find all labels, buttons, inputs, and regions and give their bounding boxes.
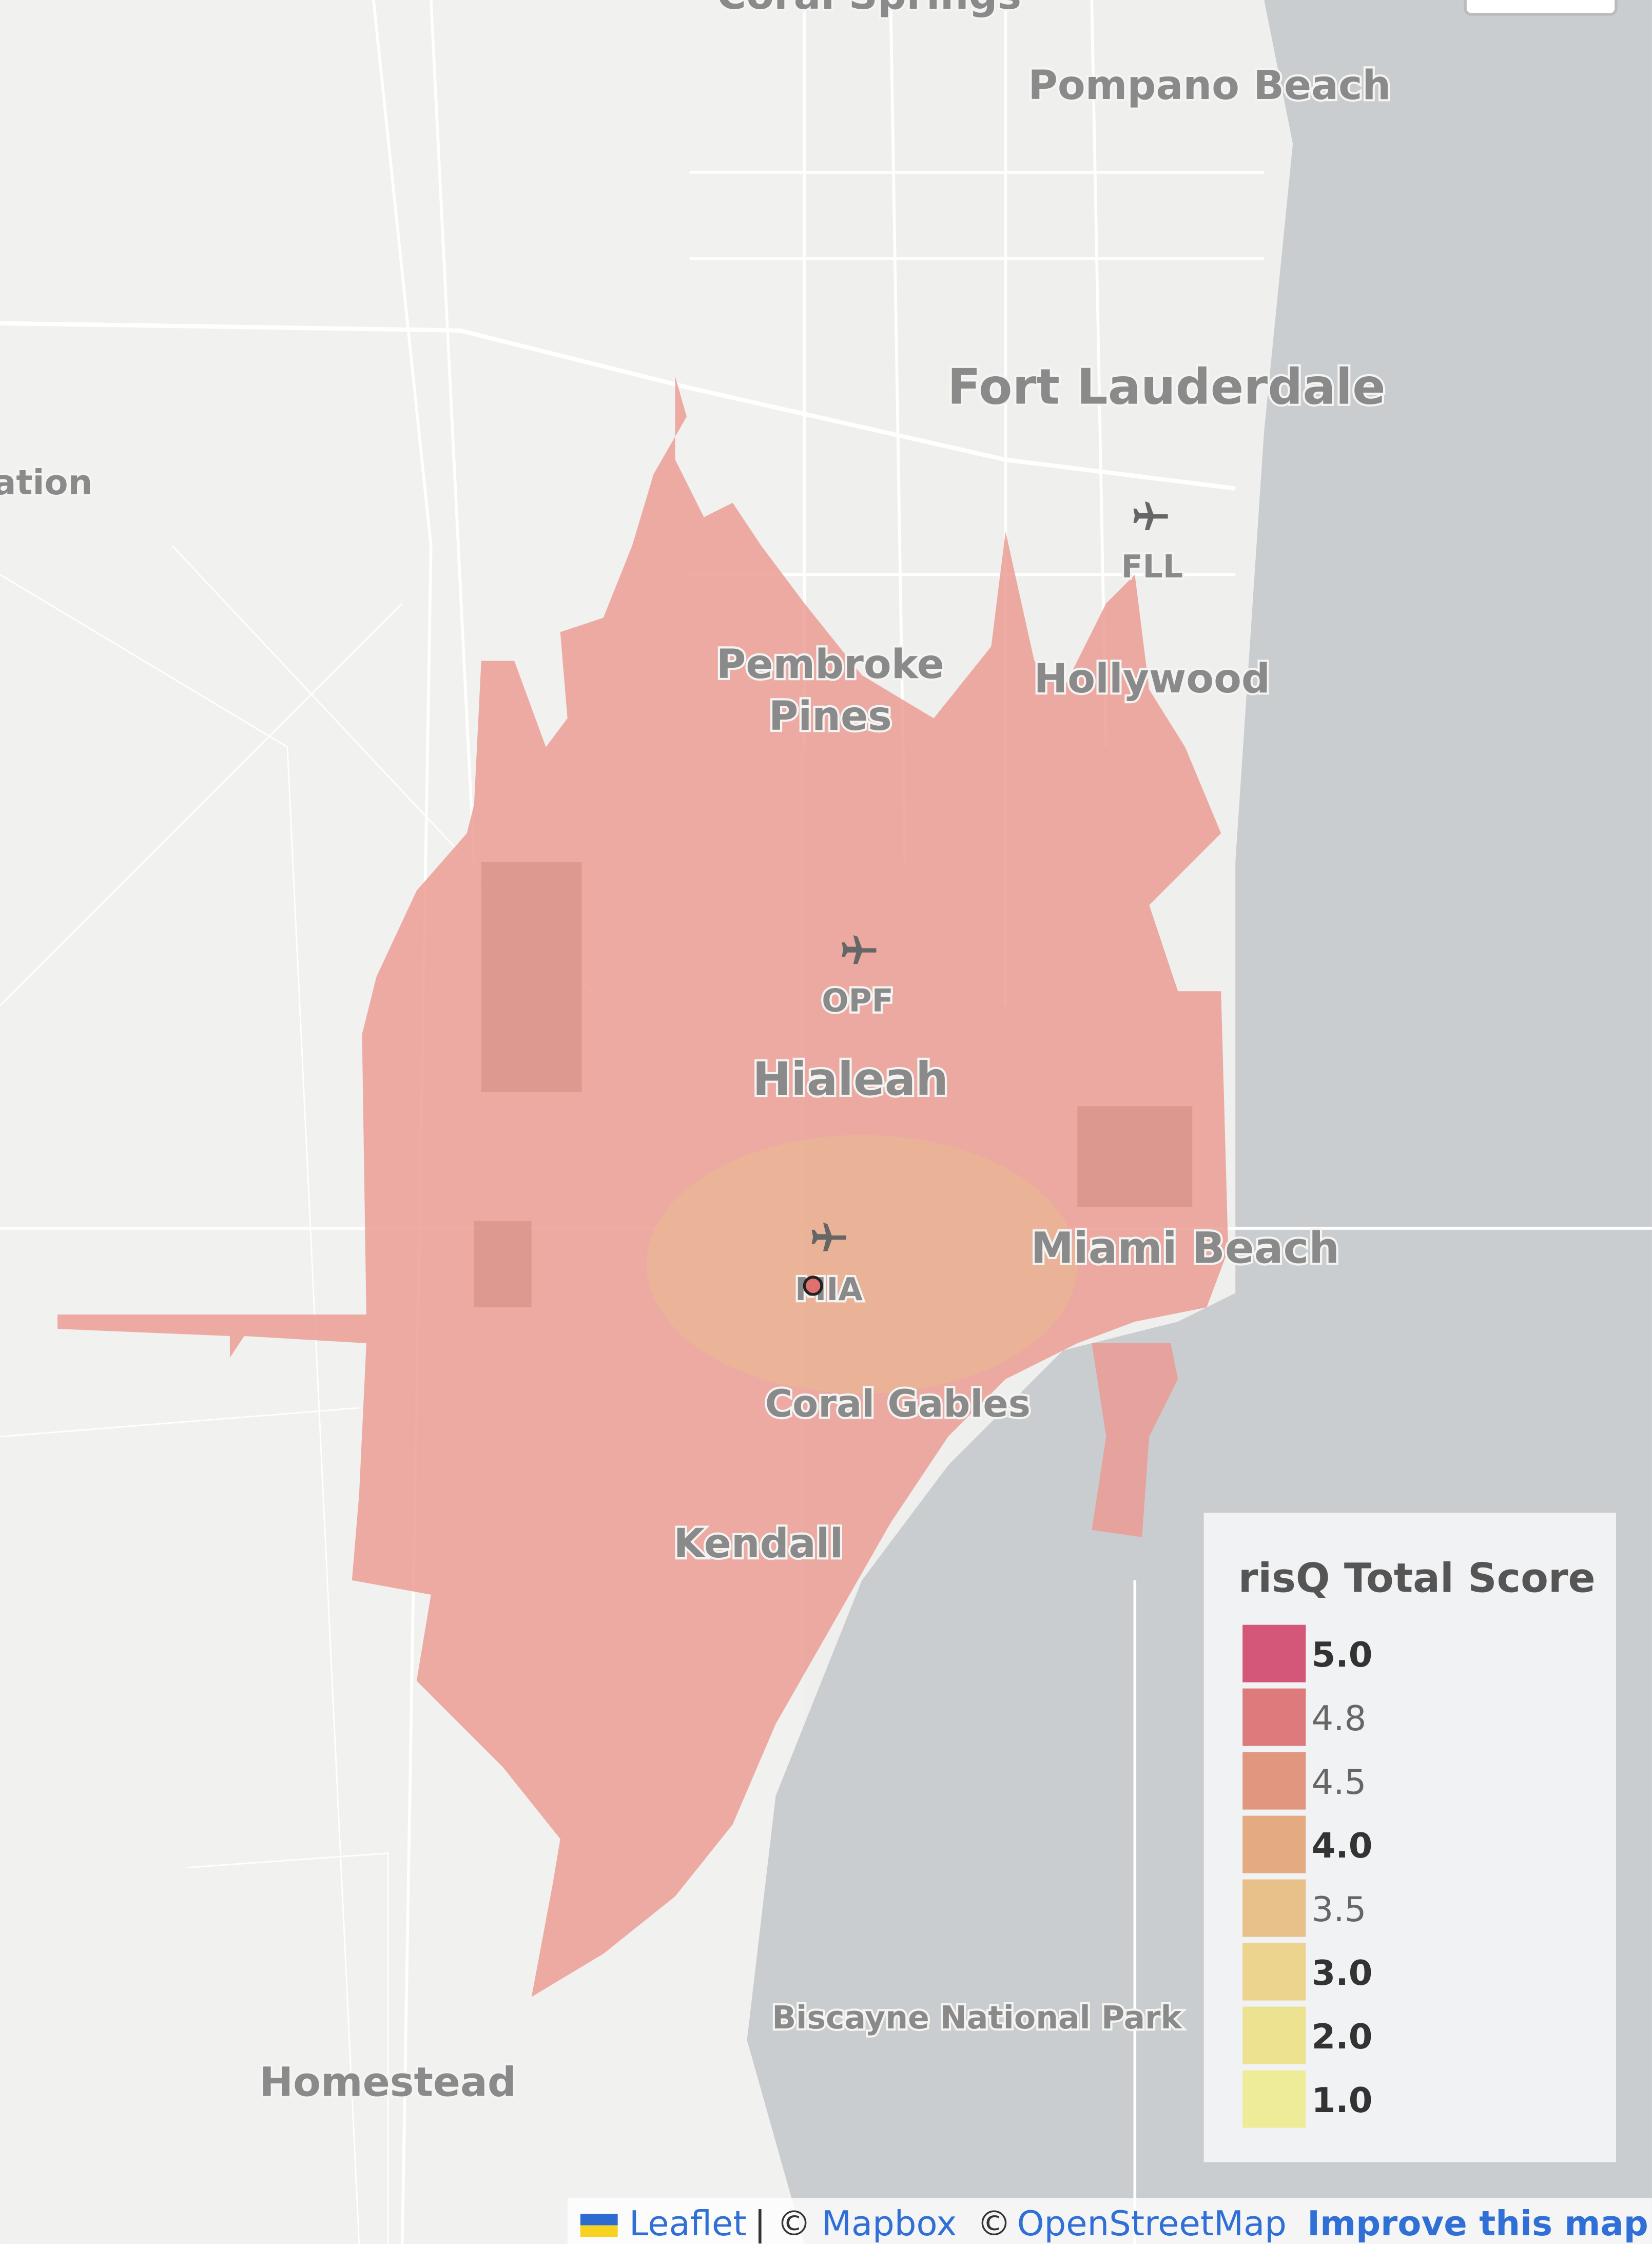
place-label: Homestead — [260, 2059, 516, 2106]
attribution: Leaflet | © Mapbox © OpenStreetMap Impro… — [567, 2198, 1652, 2244]
link[interactable]: Mapbox — [822, 2203, 957, 2243]
legend-label: 1.0 — [1312, 2080, 1373, 2120]
link[interactable]: OpenStreetMap — [1017, 2203, 1287, 2243]
legend-swatch — [1242, 1752, 1306, 1810]
legend-title: risQ Total Score — [1238, 1555, 1596, 1601]
place-label: Pines — [769, 693, 892, 740]
airport-icons — [811, 501, 1168, 1251]
place-label: Pompano Beach — [1028, 62, 1391, 109]
legend: risQ Total Score 5.0 4.8 4.5 4.0 3.5 3.0 2.0 1.… — [1203, 1513, 1616, 2162]
legend-swatch — [1242, 1815, 1306, 1873]
flag — [580, 2214, 618, 2226]
legend-swatch — [1242, 2070, 1306, 2128]
legend-swatch — [1242, 1624, 1306, 1682]
flag — [580, 2225, 618, 2237]
legend-label: 2.0 — [1312, 2017, 1373, 2057]
legend-swatch — [1242, 1688, 1306, 1746]
place-label: Coral Gables — [765, 1382, 1031, 1426]
airport-label: FLL — [1121, 548, 1183, 585]
place-label: Miami Beach — [1031, 1223, 1339, 1273]
place-label: ation — [0, 462, 92, 502]
attribution-text: © — [977, 2203, 1011, 2243]
map-control[interactable] — [1464, 0, 1618, 16]
place-label: Hialeah — [752, 1053, 948, 1106]
urban-blocks — [474, 862, 1193, 1308]
place-label: Kendall — [673, 1520, 843, 1567]
legend-label: 3.0 — [1312, 1953, 1373, 1993]
legend-label: 5.0 — [1312, 1635, 1373, 1675]
legend-label: 4.5 — [1312, 1762, 1367, 1802]
link[interactable]: Improve this map — [1307, 2203, 1648, 2243]
place-label: Pembroke — [716, 641, 944, 688]
link[interactable]: Leaflet — [629, 2203, 747, 2243]
legend-label: 3.5 — [1312, 1889, 1367, 1929]
legend-label: 4.0 — [1312, 1826, 1373, 1866]
location-marker[interactable] — [803, 1275, 823, 1296]
legend-swatch — [1242, 1879, 1306, 1937]
place-label: Hollywood — [1034, 655, 1270, 702]
attribution-text: | © — [754, 2203, 811, 2243]
legend-swatch — [1242, 2006, 1306, 2064]
legend-swatch — [1242, 1943, 1306, 2001]
place-label: Biscayne National Park — [772, 1999, 1182, 2036]
airport-label: OPF — [822, 982, 893, 1019]
place-label: Coral Springs — [717, 0, 1022, 18]
legend-label: 4.8 — [1312, 1698, 1367, 1738]
attribution-bg — [567, 2198, 1652, 2244]
low-risk-zone — [646, 1135, 1078, 1394]
place-label: Fort Lauderdale — [947, 359, 1386, 416]
risk-area — [57, 376, 1229, 1997]
